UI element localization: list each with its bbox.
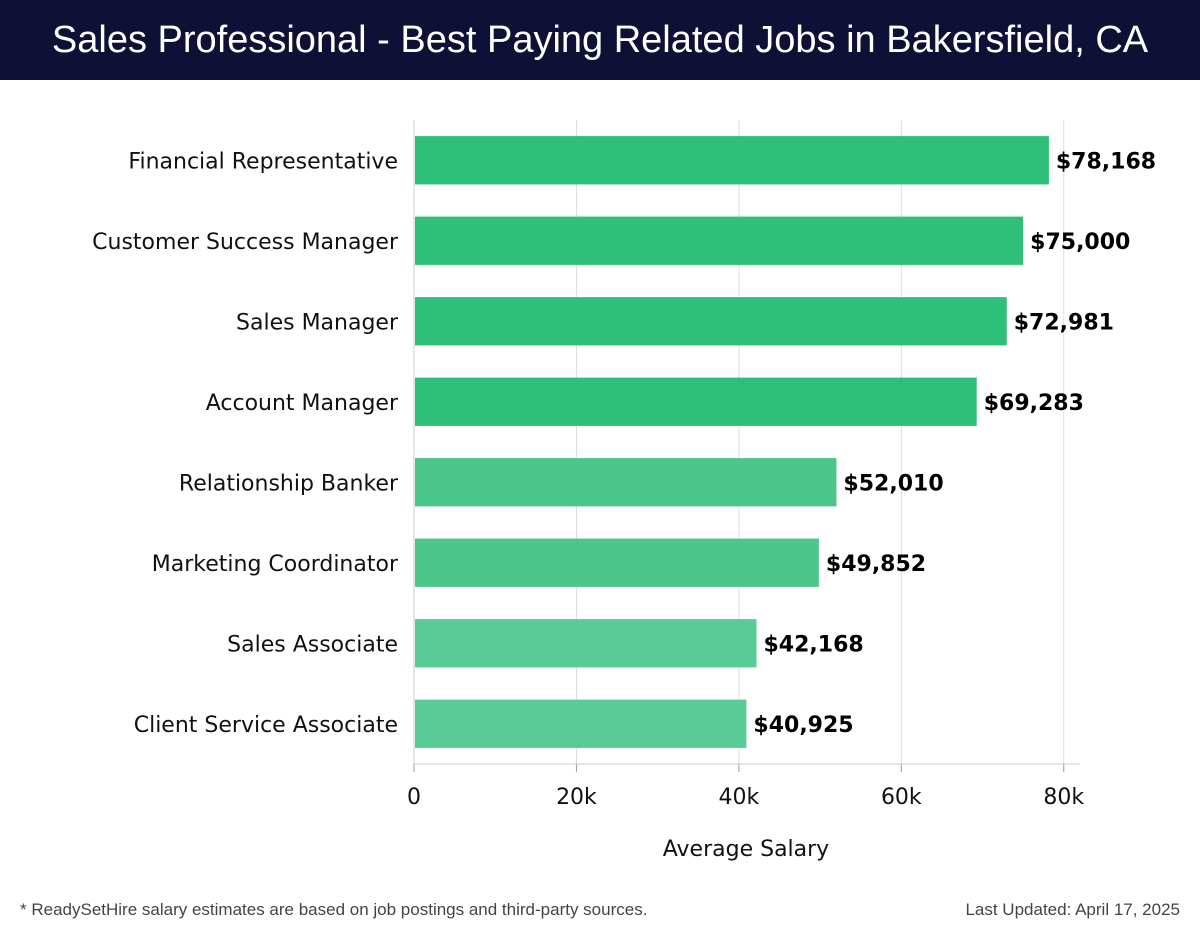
category-label: Sales Manager [236,310,399,335]
bars [415,136,1049,748]
bar [415,377,977,426]
labels: 0 20k 40k 60k 80k Financial Representative $78… [92,149,1156,810]
category-label: Sales Associate [227,632,398,657]
x-tick-label: 60k [881,785,922,810]
value-label: $78,168 [1056,149,1156,174]
x-axis-title: Average Salary [663,837,829,862]
x-tick-label: 0 [407,785,421,810]
bar [415,538,819,587]
bar [415,619,757,668]
bar [415,136,1049,185]
category-label: Financial Representative [128,149,398,174]
x-tick-label: 40k [719,785,760,810]
bar [415,458,837,507]
category-label: Relationship Banker [179,471,399,496]
bar [415,699,747,748]
bar [415,297,1007,346]
category-label: Account Manager [206,391,399,416]
page-title: Sales Professional - Best Paying Related… [51,18,1149,61]
value-label: $75,000 [1030,230,1130,255]
value-label: $69,283 [984,391,1084,416]
value-label: $42,168 [763,632,863,657]
footer-note: * ReadySetHire salary estimates are base… [20,900,648,919]
value-label: $40,925 [753,713,853,738]
value-label: $49,852 [826,552,926,577]
category-label: Client Service Associate [134,713,398,738]
last-updated: Last Updated: April 17, 2025 [965,900,1180,919]
x-tick-label: 80k [1043,785,1084,810]
value-label: $52,010 [843,471,943,496]
bar [415,216,1024,265]
value-label: $72,981 [1014,310,1114,335]
salary-bar-chart: 0 20k 40k 60k 80k Financial Representative $78… [92,120,1156,862]
header-bar: Sales Professional - Best Paying Related… [0,0,1200,80]
category-label: Customer Success Manager [92,230,399,255]
x-tick-label: 20k [556,785,597,810]
category-label: Marketing Coordinator [152,552,399,577]
